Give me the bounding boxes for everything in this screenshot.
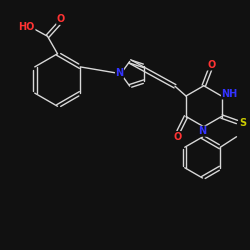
Text: NH: NH xyxy=(222,89,238,99)
Text: O: O xyxy=(173,132,181,141)
Text: N: N xyxy=(198,126,206,136)
Text: O: O xyxy=(207,60,216,70)
Text: S: S xyxy=(239,118,246,128)
Text: HO: HO xyxy=(18,22,35,32)
Text: O: O xyxy=(57,14,65,24)
Text: N: N xyxy=(116,68,124,78)
